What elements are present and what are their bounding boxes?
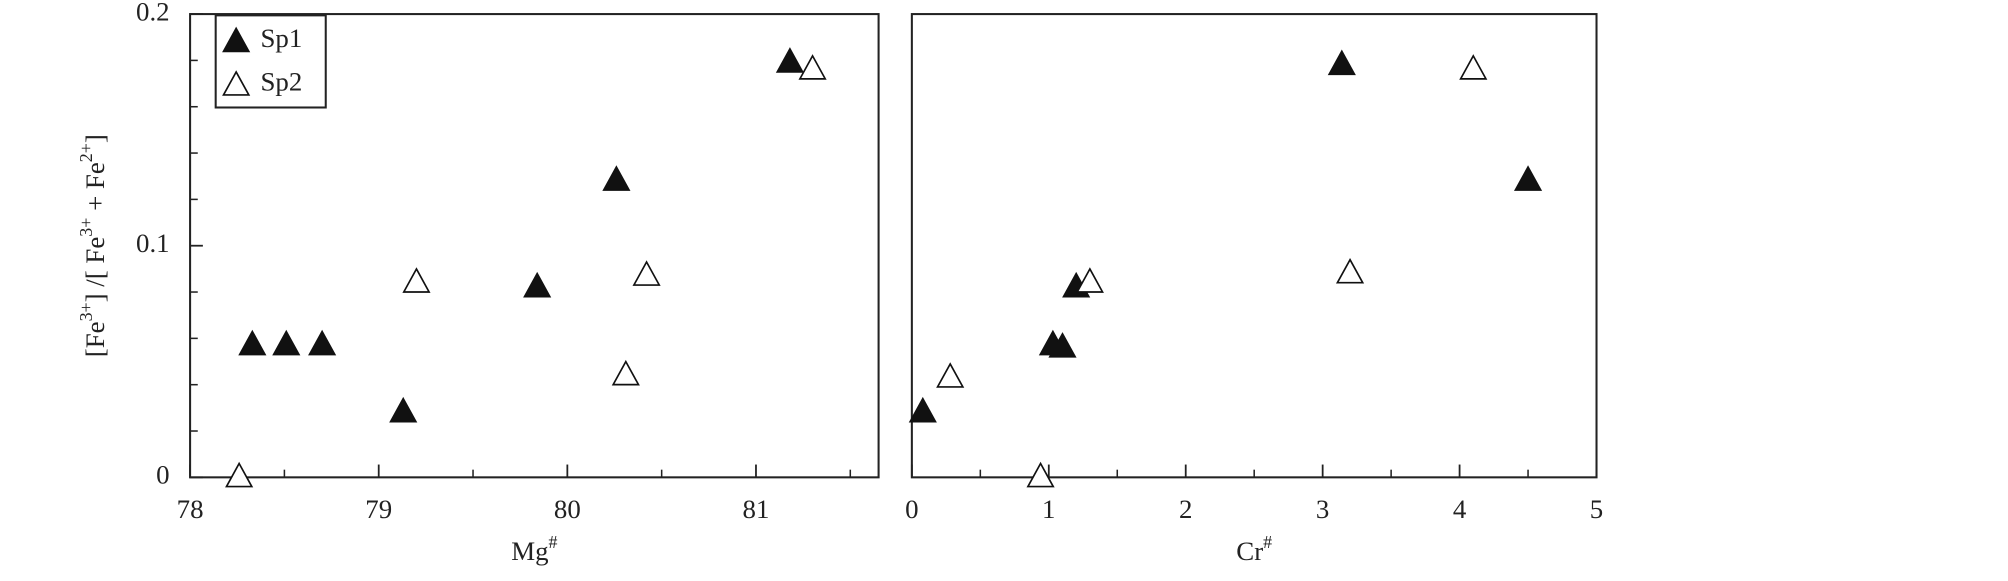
x-axis-label: Cr# — [1236, 532, 1272, 566]
x-axis-label-part: # — [549, 532, 558, 552]
y-axis-label-part: ] /[ Fe — [80, 237, 110, 303]
legend-marker — [222, 26, 251, 53]
y-axis-label: [Fe3+] /[ Fe3+ + Fe2+] — [76, 134, 110, 357]
point — [632, 260, 661, 286]
x-tick-label: 5 — [1590, 494, 1603, 524]
point — [798, 54, 827, 80]
y-axis-label-part: 3+ — [76, 218, 96, 237]
legend-marker — [222, 70, 251, 96]
x-tick-label: 3 — [1316, 494, 1329, 524]
y-axis-label-part: 3+ — [76, 302, 96, 321]
x-tick-label: 79 — [365, 494, 392, 524]
point — [775, 47, 805, 73]
point — [523, 271, 552, 298]
x-tick-label: 4 — [1453, 494, 1467, 524]
legend-label: Sp2 — [260, 67, 302, 97]
x-axis-label-part: Mg — [511, 536, 548, 566]
point — [936, 362, 965, 388]
point — [389, 396, 418, 423]
plot-frame — [910, 13, 1598, 479]
point — [1327, 49, 1356, 76]
y-axis-label-part: [Fe — [80, 321, 110, 357]
x-tick-label: 2 — [1179, 494, 1192, 524]
point — [1459, 54, 1488, 80]
legend-label: Sp1 — [260, 23, 302, 53]
point — [1048, 332, 1077, 358]
y-tick-label: 0.2 — [136, 0, 170, 26]
point — [238, 329, 267, 356]
y-axis-label-part: + Fe — [80, 162, 110, 217]
x-axis-label-part: # — [1263, 532, 1272, 552]
x-axis-label: Mg# — [511, 532, 557, 566]
x-tick-label: 80 — [554, 494, 581, 524]
point — [1513, 165, 1543, 191]
point — [272, 329, 301, 356]
point — [602, 165, 631, 191]
point — [1075, 267, 1104, 293]
y-tick-label: 0 — [156, 460, 169, 490]
point — [402, 267, 431, 293]
y-tick-label: 0.1 — [136, 228, 170, 258]
point — [611, 359, 640, 386]
x-tick-label: 0 — [905, 494, 918, 524]
point — [225, 461, 254, 488]
point — [1335, 257, 1365, 284]
point — [908, 396, 937, 423]
x-axis-label-part: Cr — [1236, 536, 1263, 566]
y-axis-label-part: 2+ — [76, 143, 96, 162]
y-axis-label-part: ] — [80, 134, 110, 143]
x-tick-label: 1 — [1042, 494, 1055, 524]
x-tick-label: 81 — [743, 494, 770, 524]
point — [308, 329, 337, 356]
point — [1026, 461, 1055, 488]
x-tick-label: 78 — [177, 494, 204, 524]
